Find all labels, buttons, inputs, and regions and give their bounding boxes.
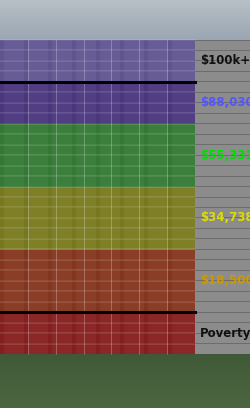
Text: $100k+: $100k+ (200, 54, 250, 67)
Text: $18,500: $18,500 (200, 274, 250, 287)
Text: $88,030: $88,030 (200, 96, 250, 109)
Text: $55,331: $55,331 (200, 149, 250, 162)
Text: Poverty: Poverty (200, 326, 250, 339)
Text: $34,738: $34,738 (200, 211, 250, 224)
